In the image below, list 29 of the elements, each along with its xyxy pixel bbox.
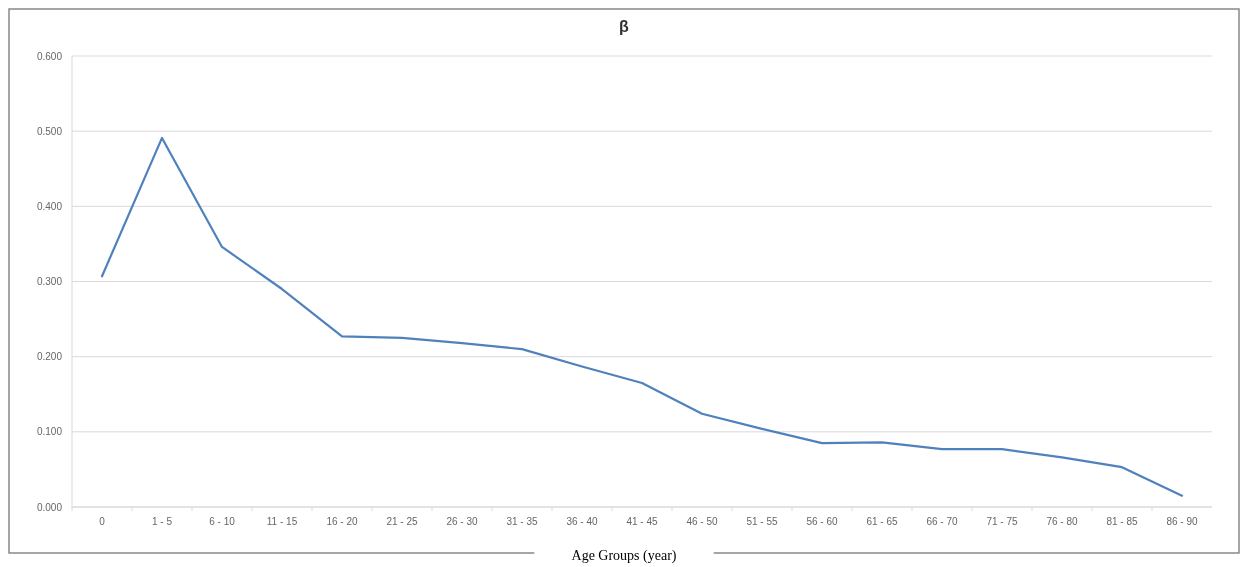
x-tick-label: 41 - 45 — [626, 516, 658, 527]
x-tick-label: 31 - 35 — [506, 516, 538, 527]
y-tick-label: 0.000 — [36, 501, 63, 513]
y-tick-label: 0.200 — [36, 351, 63, 363]
y-tick-label: 0.600 — [36, 50, 63, 62]
y-tick-label: 0.400 — [36, 200, 63, 212]
x-tick-label: 0 — [99, 516, 106, 527]
y-tick-label: 0.300 — [36, 276, 63, 287]
x-tick-label: 71 - 75 — [986, 516, 1018, 527]
x-tick-label: 86 - 90 — [1166, 516, 1198, 527]
x-tick-label: 61 - 65 — [866, 516, 898, 527]
x-tick-label: 56 - 60 — [806, 516, 838, 527]
y-tick-label: 0.500 — [36, 125, 63, 137]
x-tick-label: 51 - 55 — [746, 516, 778, 527]
x-tick-label: 1 - 5 — [151, 516, 173, 527]
y-tick-label: 0.100 — [36, 426, 63, 438]
x-tick-label: 46 - 50 — [686, 516, 718, 527]
x-tick-label: 76 - 80 — [1046, 516, 1078, 527]
x-tick-label: 36 - 40 — [566, 516, 598, 527]
x-tick-label: 81 - 85 — [1106, 516, 1138, 527]
x-tick-label: 21 - 25 — [386, 516, 418, 527]
x-tick-label: 16 - 20 — [326, 516, 358, 527]
x-tick-label: 26 - 30 — [446, 516, 478, 527]
x-tick-label: 66 - 70 — [926, 516, 958, 527]
x-tick-label: 6 - 10 — [209, 516, 236, 527]
x-axis-title: Age Groups (year) — [571, 548, 677, 564]
x-tick-label: 11 - 15 — [266, 516, 298, 527]
chart-title: β — [619, 18, 630, 35]
line-series — [100, 136, 1184, 497]
